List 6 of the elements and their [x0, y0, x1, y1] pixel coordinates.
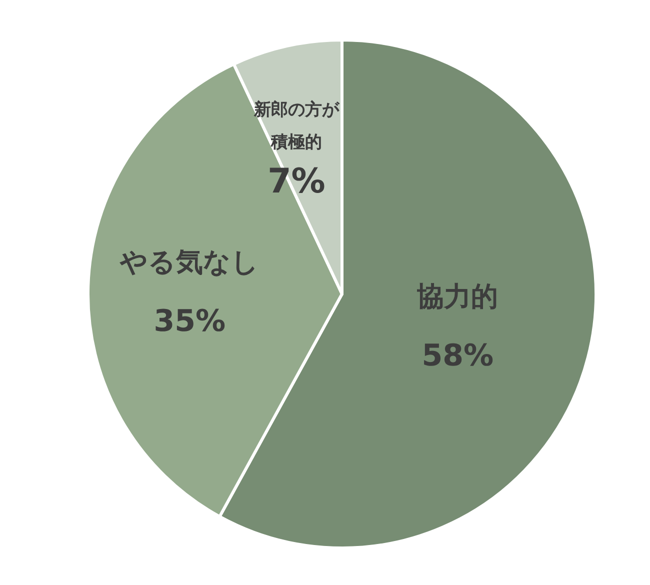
data-label: 35%: [154, 304, 226, 340]
data-label: 7%: [268, 161, 326, 202]
slice-label: やる気なし: [119, 246, 260, 278]
slice-label: 協力的: [416, 281, 498, 312]
data-label: 58%: [422, 338, 494, 374]
slice-label: 新郎の方が積極的: [252, 100, 340, 152]
